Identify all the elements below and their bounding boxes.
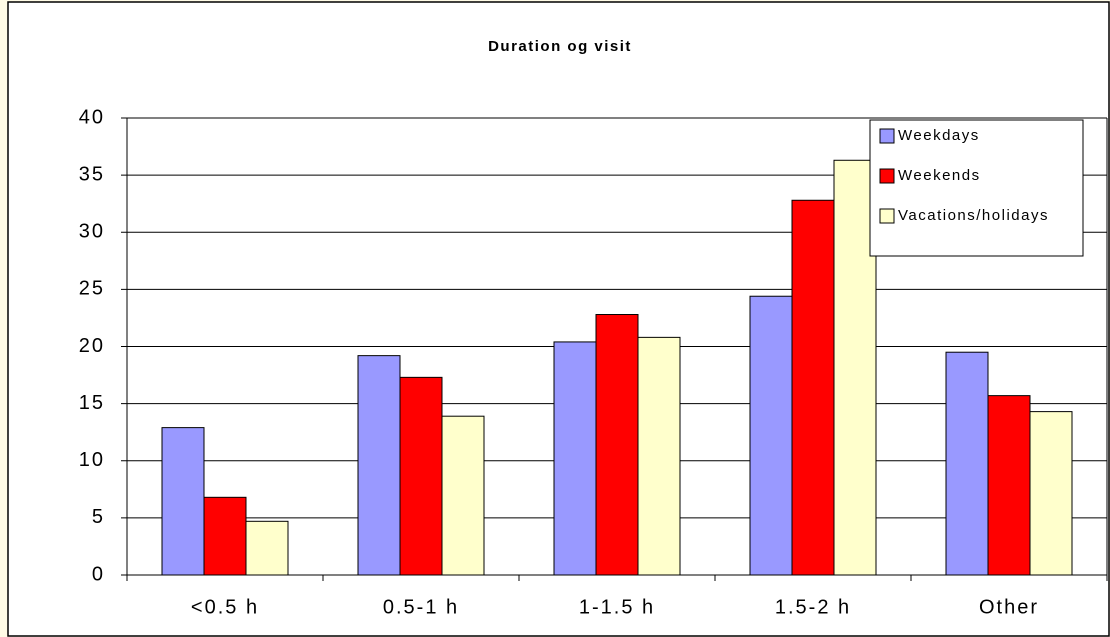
legend-label: Weekends bbox=[898, 167, 981, 184]
legend-swatch bbox=[879, 208, 895, 224]
bar bbox=[1029, 411, 1073, 576]
bar bbox=[245, 520, 289, 576]
bar bbox=[595, 314, 639, 576]
legend-label: Vacations/holidays bbox=[898, 207, 1049, 224]
legend-swatch bbox=[879, 168, 895, 184]
bar bbox=[791, 199, 835, 576]
bar bbox=[441, 415, 485, 576]
x-tick-label: 1.5-2 h bbox=[775, 596, 851, 618]
x-tick-label: Other bbox=[979, 596, 1039, 618]
y-tick-label: 10 bbox=[79, 449, 105, 471]
bar bbox=[945, 351, 989, 576]
bar bbox=[399, 376, 443, 576]
y-tick-label: 5 bbox=[92, 506, 105, 528]
y-tick-label: 30 bbox=[79, 221, 105, 243]
bar bbox=[987, 395, 1031, 576]
bar bbox=[203, 496, 247, 576]
y-tick-label: 25 bbox=[79, 278, 105, 300]
bar bbox=[553, 341, 597, 576]
bar bbox=[357, 355, 401, 576]
bar bbox=[833, 159, 877, 576]
x-tick-label: <0.5 h bbox=[191, 596, 259, 618]
y-tick-label: 0 bbox=[92, 563, 105, 585]
y-tick-label: 15 bbox=[79, 392, 105, 414]
y-tick-label: 20 bbox=[79, 335, 105, 357]
x-tick-label: 0.5-1 h bbox=[383, 596, 459, 618]
y-tick-label: 40 bbox=[79, 106, 105, 128]
y-tick-label: 35 bbox=[79, 163, 105, 185]
bar bbox=[637, 336, 681, 576]
bar bbox=[161, 427, 205, 576]
legend-swatch bbox=[879, 128, 895, 144]
x-tick-label: 1-1.5 h bbox=[579, 596, 655, 618]
bar bbox=[749, 295, 793, 576]
chart-title: Duration og visit bbox=[488, 38, 632, 55]
legend-box bbox=[869, 119, 1084, 257]
legend-label: Weekdays bbox=[898, 127, 980, 144]
